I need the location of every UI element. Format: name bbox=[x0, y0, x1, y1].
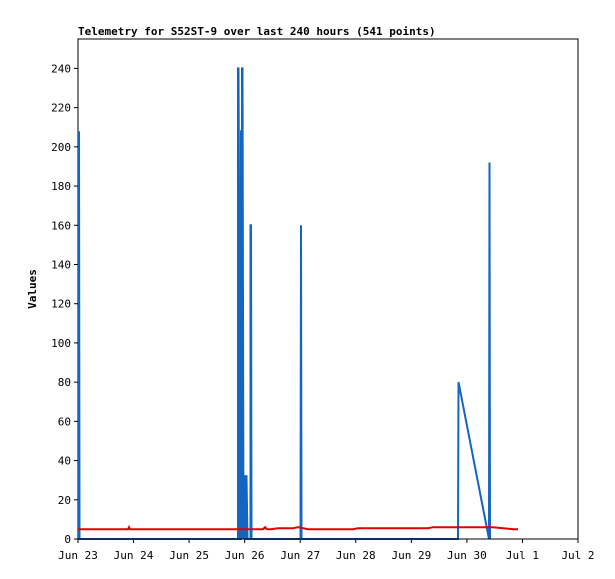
y-tick-label: 140 bbox=[51, 258, 71, 271]
x-tick-label: Jul 1 bbox=[506, 549, 539, 562]
x-axis-ticks: Jun 23 Jun 24 Jun 25 Jun 26 Jun 27 Jun 28 Jun … bbox=[58, 539, 595, 562]
y-tick-label: 160 bbox=[51, 219, 71, 232]
x-tick-label: Jun 27 bbox=[280, 549, 320, 562]
x-tick-label: Jun 25 bbox=[169, 549, 209, 562]
x-tick-label: Jun 30 bbox=[447, 549, 487, 562]
y-tick-label: 20 bbox=[58, 494, 71, 507]
y-tick-label: 100 bbox=[51, 337, 71, 350]
y-axis-ticks: 0 20 40 60 80 100 120 140 160 180 200 220 240 bbox=[51, 62, 78, 546]
series-line-2 bbox=[78, 524, 518, 531]
y-tick-label: 40 bbox=[58, 455, 71, 468]
y-tick-label: 120 bbox=[51, 298, 71, 311]
x-tick-label: Jun 23 bbox=[58, 549, 98, 562]
y-tick-label: 240 bbox=[51, 62, 71, 75]
plot-frame bbox=[77, 38, 579, 540]
x-tick-label: Jun 29 bbox=[391, 549, 431, 562]
y-axis-label: Values bbox=[26, 269, 39, 309]
series-layer bbox=[78, 67, 578, 540]
x-tick-label: Jun 28 bbox=[336, 549, 376, 562]
y-tick-label: 220 bbox=[51, 102, 71, 115]
y-tick-label: 180 bbox=[51, 180, 71, 193]
chart-title: Telemetry for S52ST-9 over last 240 hour… bbox=[78, 25, 436, 38]
y-tick-label: 0 bbox=[64, 533, 71, 546]
x-tick-label: Jul 2 bbox=[561, 549, 594, 562]
series-line-1 bbox=[78, 67, 491, 540]
x-tick-label: Jun 26 bbox=[225, 549, 265, 562]
x-tick-label: Jun 24 bbox=[114, 549, 154, 562]
y-tick-label: 200 bbox=[51, 141, 71, 154]
y-tick-label: 80 bbox=[58, 376, 71, 389]
y-tick-label: 60 bbox=[58, 415, 71, 428]
